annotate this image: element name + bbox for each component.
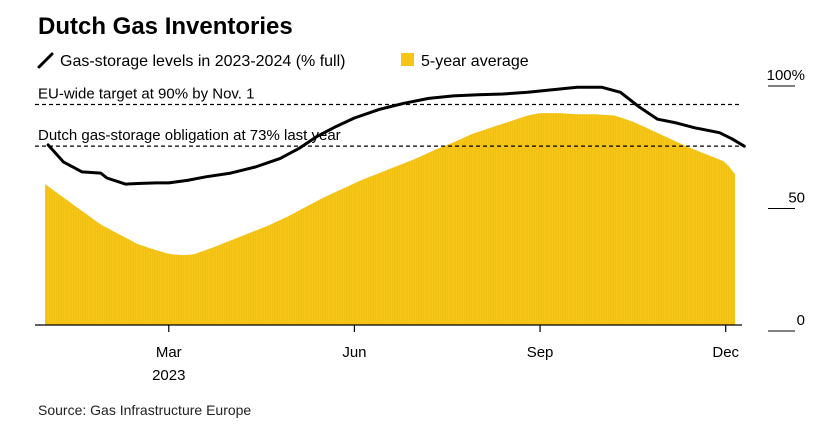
x-tick-label: Mar (156, 344, 182, 361)
reference-lines: EU-wide target at 90% by Nov. 1 Dutch gas… (35, 86, 742, 147)
legend-area-swatch (401, 53, 414, 66)
chart-title: Dutch Gas Inventories (38, 13, 293, 40)
legend: Gas-storage levels in 2023-2024 (% full)… (37, 52, 529, 70)
storage-line (46, 85, 746, 186)
axes: Mar Jun Sep Dec 2023 100% 50 0 (35, 67, 805, 384)
legend-label-average: 5-year average (421, 53, 529, 70)
y-tick-label: 50 (788, 190, 805, 207)
average-area-texture (46, 113, 734, 325)
year-label: 2023 (152, 367, 185, 384)
dutch-obligation-label: Dutch gas-storage obligation at 73% last… (38, 127, 341, 144)
average-area-layer (45, 113, 735, 325)
x-tick-label: Dec (712, 344, 739, 361)
y-tick-label: 0 (797, 312, 805, 329)
y-tick-label: 100% (767, 67, 805, 84)
x-tick-label: Sep (527, 344, 554, 361)
storage-line-layer (46, 85, 746, 186)
source-note: Source: Gas Infrastructure Europe (38, 402, 251, 418)
x-tick-label: Jun (342, 344, 366, 361)
legend-label-storage: Gas-storage levels in 2023-2024 (% full) (60, 53, 345, 70)
eu-target-label: EU-wide target at 90% by Nov. 1 (38, 86, 255, 103)
legend-line-swatch (37, 52, 54, 69)
